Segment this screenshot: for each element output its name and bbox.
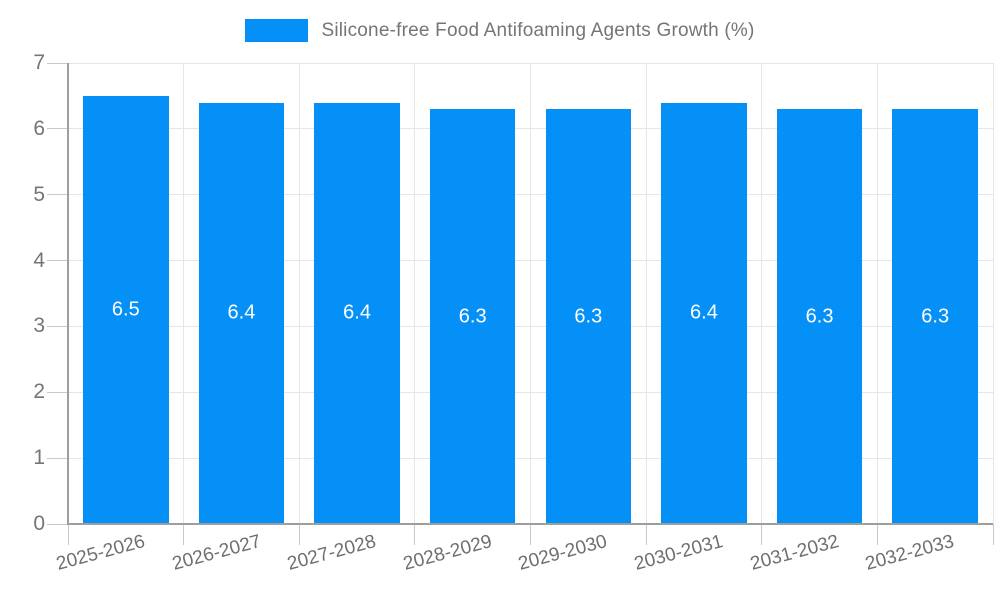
y-axis-tick-label: 6: [33, 116, 45, 140]
x-axis-category-label: 2032-2033: [863, 531, 957, 575]
vertical-gridline: [761, 63, 763, 524]
x-axis-category-label: 2027-2028: [285, 531, 379, 575]
y-axis-tick: [47, 325, 68, 327]
vertical-gridline: [992, 63, 994, 524]
y-axis-tick-label: 2: [33, 380, 45, 404]
y-axis-tick-label: 1: [33, 446, 45, 470]
y-axis-tick-label: 7: [33, 51, 45, 74]
x-axis-tick: [67, 524, 69, 545]
bar-2027-2028[interactable]: [314, 102, 400, 524]
y-axis-tick: [47, 457, 68, 459]
bar-2025-2026[interactable]: [83, 95, 169, 524]
x-axis-tick: [183, 524, 185, 545]
y-axis-tick-label: 0: [33, 512, 45, 535]
x-axis-category-label: 2026-2027: [169, 531, 263, 575]
y-axis-tick: [47, 391, 68, 393]
bar-2029-2030[interactable]: [545, 109, 632, 524]
chart-legend-item[interactable]: Silicone-free Food Antifoaming Agents Gr…: [0, 19, 1000, 42]
y-axis-tick-label: 5: [33, 182, 45, 206]
x-axis-category-label: 2031-2032: [747, 531, 841, 575]
x-axis-category-label: 2028-2029: [400, 531, 495, 575]
bar-2026-2027[interactable]: [198, 102, 285, 524]
x-axis-tick: [414, 524, 416, 545]
y-axis-tick: [47, 523, 68, 525]
bar-2032-2033[interactable]: [892, 109, 978, 524]
y-axis-tick-label: 3: [33, 314, 45, 338]
y-axis-tick: [47, 62, 68, 64]
vertical-gridline: [530, 63, 531, 524]
vertical-gridline: [67, 63, 69, 524]
x-axis-tick: [530, 524, 531, 545]
x-axis-tick: [992, 524, 994, 545]
y-axis-line: [67, 63, 69, 525]
x-axis-category-label: 2029-2030: [516, 531, 610, 575]
legend-color-swatch: [245, 19, 309, 42]
vertical-gridline: [298, 63, 300, 524]
x-axis-category-label: 2030-2031: [632, 531, 726, 575]
horizontal-gridline: [68, 62, 993, 64]
y-axis-tick: [47, 194, 68, 196]
x-axis-tick: [645, 524, 647, 545]
x-axis-tick: [298, 524, 300, 545]
y-axis-tick: [47, 128, 68, 130]
vertical-gridline: [645, 63, 647, 524]
legend-label: Silicone-free Food Antifoaming Agents Gr…: [321, 19, 755, 41]
bar-2028-2029[interactable]: [429, 109, 516, 524]
bar-2030-2031[interactable]: [661, 102, 747, 524]
x-axis-tick: [876, 524, 878, 545]
vertical-gridline: [414, 63, 416, 524]
y-axis-tick: [47, 260, 68, 262]
x-axis-category-label: 2025-2026: [54, 531, 148, 575]
vertical-gridline: [183, 63, 185, 524]
x-axis-tick: [761, 524, 763, 545]
y-axis-tick-label: 4: [33, 248, 45, 272]
bar-2031-2032[interactable]: [776, 109, 863, 524]
vertical-gridline: [876, 63, 878, 524]
